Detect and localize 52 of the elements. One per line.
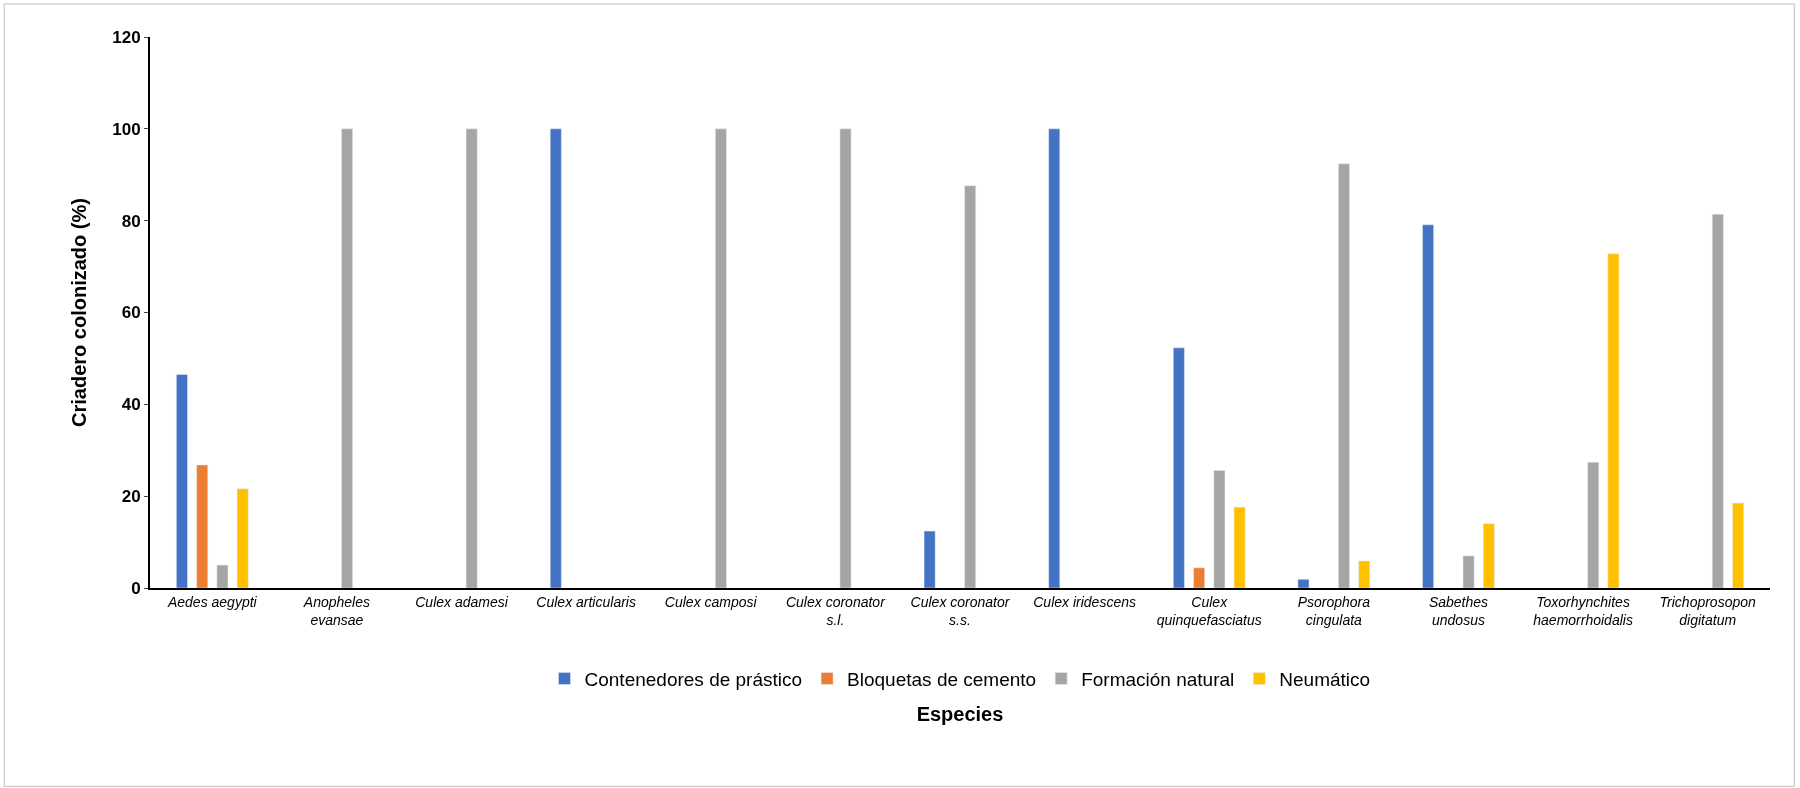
bar [1297,579,1310,588]
x-tick-label: Culex coronator s.l. [785,593,887,628]
y-axis-title: Criadero colonizado (%) [68,198,91,427]
x-tick-label: Culex coronator s.s. [910,593,1011,628]
x-tick-label: Aedes aegypti [166,593,258,610]
y-tick-label: 40 [121,395,141,415]
x-tick-label: Culex quinquefasciatus [1156,593,1262,628]
x-tick-label: Culex camposi [664,593,758,610]
bar [1483,523,1495,588]
x-tick-label: Culex articularis [536,593,636,610]
bar [1048,128,1061,588]
y-tick-label: 60 [121,303,141,323]
bar [1462,555,1475,588]
bar [1712,213,1724,588]
bar [549,128,562,588]
legend-label: Bloquetas de cemento [847,668,1037,690]
y-tick-label: 0 [131,578,141,598]
bar [236,488,249,588]
bar [1422,224,1434,588]
bar [1587,461,1600,588]
y-tick-label: 20 [121,487,141,507]
bar [964,185,976,588]
x-tick-label: Culex adamesi [415,593,509,610]
y-tick-label: 100 [112,119,141,139]
bar [465,128,478,588]
bar [715,128,727,588]
bar [196,464,208,588]
legend-label: Contenedores de prástico [584,668,803,690]
bar [839,128,852,588]
x-tick-label: Psorophora cingulata [1297,593,1371,628]
legend-label: Formación natural [1081,668,1235,690]
x-tick-label: Sabethes undosus [1428,593,1489,628]
bar [341,128,353,588]
legend-label: Neumático [1279,668,1371,690]
bar [1193,567,1205,588]
y-tick-label: 120 [112,27,141,47]
bar [1213,470,1226,588]
bar [1233,506,1246,588]
bar [1358,560,1371,588]
x-tick-label: Trichoprosopon digitatum [1659,593,1757,628]
bar [1173,347,1185,588]
bar [923,530,936,588]
bar [176,374,188,588]
y-tick-label: 80 [121,211,141,231]
bar [1607,253,1620,588]
bar [216,564,229,588]
x-tick-label: Toxorhynchites haemorrhoidalis [1533,593,1633,628]
bar [1732,502,1744,588]
bar [1338,163,1350,588]
x-tick-label: Anopheles evansae [302,593,371,628]
x-tick-label: Culex iridescens [1033,593,1136,610]
x-axis-title: Especies [916,703,1004,725]
